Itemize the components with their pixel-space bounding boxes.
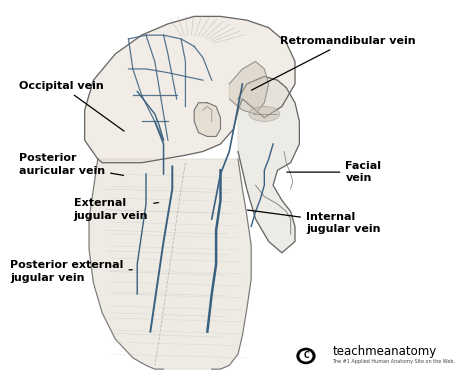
Polygon shape: [85, 16, 295, 163]
Circle shape: [300, 350, 312, 362]
Polygon shape: [89, 159, 251, 369]
Text: teachmeanatomy: teachmeanatomy: [332, 345, 437, 358]
Ellipse shape: [249, 107, 280, 121]
Text: Internal
jugular vein: Internal jugular vein: [247, 210, 381, 234]
Text: Facial
vein: Facial vein: [287, 161, 382, 183]
Polygon shape: [229, 61, 269, 114]
Polygon shape: [194, 103, 220, 136]
Polygon shape: [238, 76, 300, 253]
Text: The #1 Applied Human Anatomy Site on the Web.: The #1 Applied Human Anatomy Site on the…: [332, 359, 455, 364]
Text: External
jugular vein: External jugular vein: [73, 198, 159, 221]
Text: Posterior external
jugular vein: Posterior external jugular vein: [10, 260, 132, 283]
Circle shape: [296, 348, 316, 364]
Text: Posterior
auricular vein: Posterior auricular vein: [19, 153, 124, 176]
Text: Retromandibular vein: Retromandibular vein: [251, 36, 415, 90]
Text: Occipital vein: Occipital vein: [19, 81, 124, 131]
Text: C: C: [303, 352, 309, 361]
